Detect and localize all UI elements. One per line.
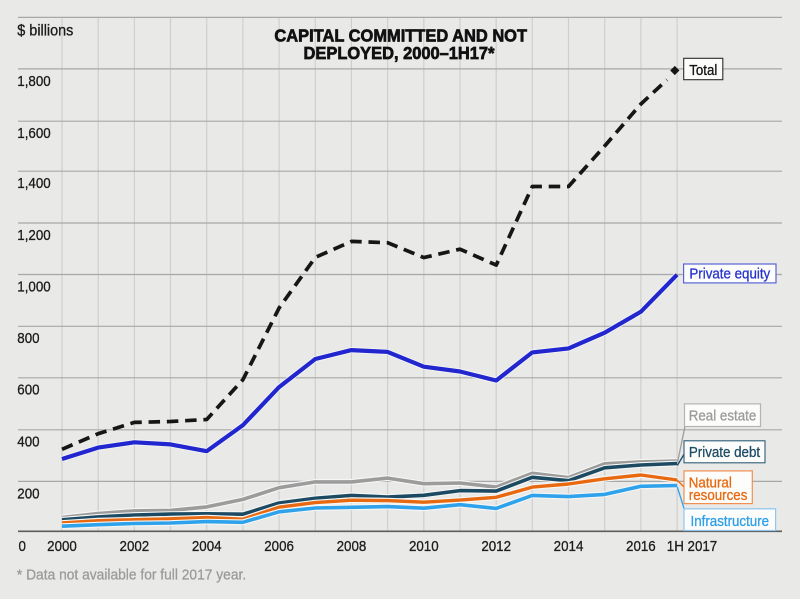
svg-text:Infrastructure: Infrastructure [691,513,770,530]
svg-text:Real estate: Real estate [689,408,757,425]
svg-text:1,000: 1,000 [17,279,50,296]
svg-text:2010: 2010 [409,538,439,555]
svg-text:2012: 2012 [481,538,511,555]
svg-text:1,400: 1,400 [17,175,50,192]
svg-text:400: 400 [17,434,39,451]
svg-text:Natural: Natural [689,475,732,492]
svg-text:2000: 2000 [47,538,77,555]
svg-text:0: 0 [19,538,27,555]
svg-text:Private debt: Private debt [689,445,760,462]
svg-text:2006: 2006 [264,538,294,555]
svg-text:600: 600 [17,382,39,399]
svg-text:CAPITAL COMMITTED AND NOT: CAPITAL COMMITTED AND NOT [274,26,527,46]
svg-text:2016: 2016 [626,538,656,555]
svg-text:2014: 2014 [554,538,584,555]
svg-text:DEPLOYED, 2000–1H17*: DEPLOYED, 2000–1H17* [304,43,495,63]
svg-text:2002: 2002 [120,538,150,555]
svg-text:resources: resources [689,487,748,504]
svg-text:1H 2017: 1H 2017 [667,538,718,555]
svg-text:Total: Total [689,63,717,80]
svg-text:* Data not available for full: * Data not available for full 2017 year. [17,567,246,584]
svg-text:200: 200 [17,486,39,503]
svg-text:800: 800 [17,331,39,348]
svg-text:1,600: 1,600 [17,125,50,142]
svg-text:2004: 2004 [192,538,222,555]
svg-text:2008: 2008 [337,538,367,555]
svg-text:$ billions: $ billions [17,22,73,40]
svg-text:1,800: 1,800 [17,73,50,90]
svg-text:Private equity: Private equity [689,266,771,283]
svg-text:1,200: 1,200 [17,227,50,244]
